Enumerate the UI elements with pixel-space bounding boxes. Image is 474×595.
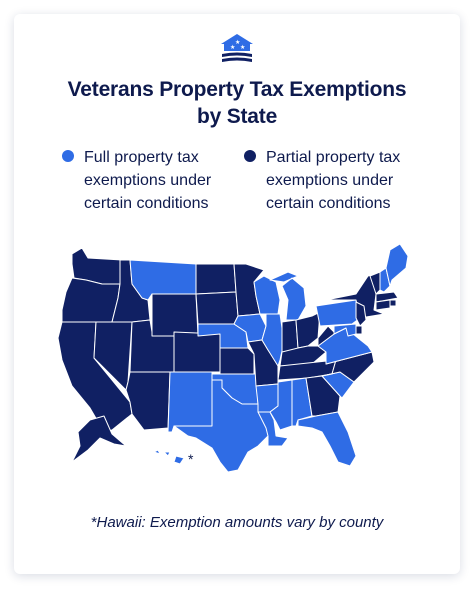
hawaii-asterisk: * [188,451,194,467]
svg-text:★: ★ [240,44,245,51]
page-title: Veterans Property Tax Exemptions by Stat… [0,76,474,130]
state-nc [321,351,375,383]
state-md [333,323,357,337]
legend-label-full: Full property tax exemptions under certa… [84,146,254,215]
state-nh [379,267,391,293]
state-wy [151,293,199,337]
legend-label-partial: Partial property tax exemptions under ce… [266,146,436,215]
title-line-2: by State [196,105,278,128]
svg-text:★: ★ [235,39,240,46]
state-sd [195,291,239,325]
state-fl [297,411,357,467]
state-or [61,277,121,323]
state-ri [389,299,397,307]
title-line-1: Veterans Property Tax Exemptions [67,78,407,101]
legend-dot-partial [244,150,256,162]
house-flag-icon: ★ ★ ★ [221,34,253,62]
state-il [261,313,285,367]
state-nd [195,263,237,295]
state-me [385,243,409,287]
legend-full-line-2: exemptions under [84,172,212,189]
state-hi [153,449,185,465]
legend-partial-line-3: certain conditions [266,195,391,212]
legend-dot-full [62,150,74,162]
state-ar [255,383,279,413]
state-de [355,325,363,335]
legend-full-line-1: Full property tax [84,149,199,166]
state-ak [71,415,127,463]
state-nm [167,371,213,433]
hawaii-footnote: *Hawaii: Exemption amounts vary by count… [90,514,384,531]
state-ma [375,291,399,303]
state-mi [269,271,307,321]
state-nj [355,301,367,327]
state-az [125,371,171,431]
state-ks [219,347,255,375]
state-co [173,331,221,373]
state-pa [315,299,361,327]
legend-partial-line-2: exemptions under [266,172,394,189]
state-tx [173,379,269,473]
svg-text:★: ★ [230,44,235,51]
legend-full-line-3: certain conditions [84,195,209,212]
legend-partial-line-1: Partial property tax [266,149,401,166]
us-states-map: * [57,243,409,473]
state-ct [375,299,391,311]
